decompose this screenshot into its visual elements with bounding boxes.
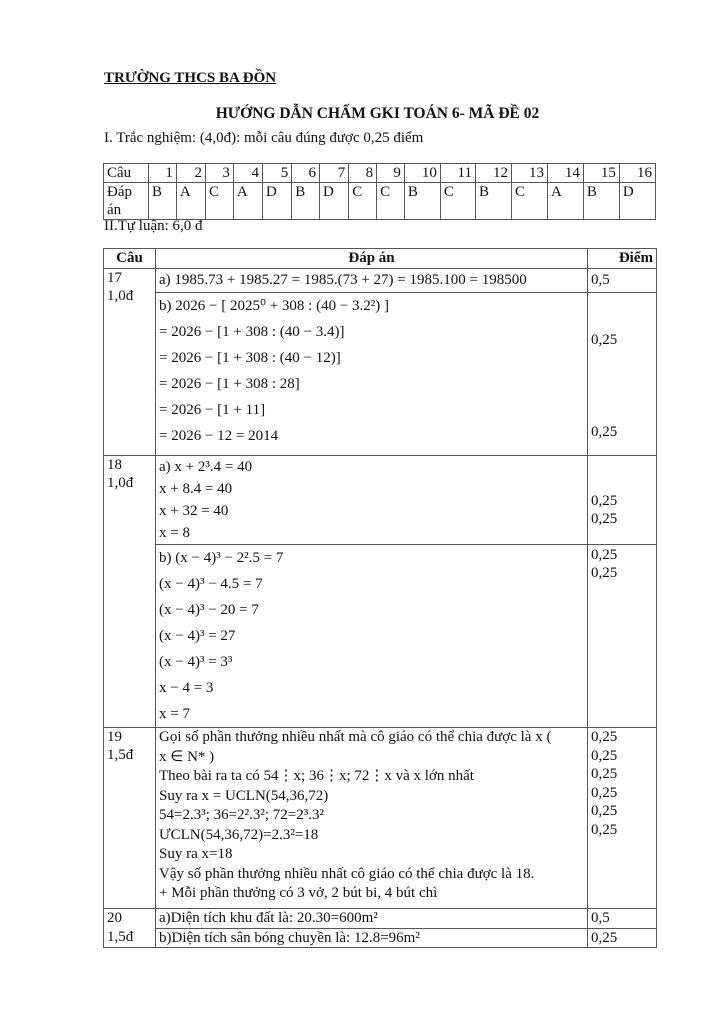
question-number: 13 [510, 163, 548, 183]
question-number: 5 [262, 163, 293, 183]
col-header-question: Câu [103, 248, 156, 269]
answer-choice: B [148, 182, 177, 220]
multiple-choice-table: Câu 1 2 3 4 5 6 7 8 9 10 11 12 13 14 15 16 Đáp án B A C A D B D… [103, 163, 657, 220]
answer-choice: A [546, 182, 584, 220]
q19-label: 19 1,5đ [103, 727, 156, 909]
answer-choice: C [376, 182, 405, 220]
q20-label: 20 1,5đ [103, 908, 156, 948]
answer-line: = 2026 − [1 + 308 : (40 − 12)] [159, 350, 341, 366]
question-number: 6 [291, 163, 321, 183]
q20b-score: 0,25 [587, 927, 657, 948]
score-line: 0,25 [591, 747, 618, 764]
answer-line: = 2026 − 12 = 2014 [159, 428, 279, 444]
answer-line: Suy ra x = UCLN(54,36,72) [159, 787, 329, 804]
question-number: 15 [582, 163, 620, 183]
score-line: 0,25 [591, 784, 618, 801]
answer-line: x ∈ N* ) [159, 748, 215, 765]
q17a-answer: a) 1985.73 + 1985.27 = 1985.(73 + 27) = … [155, 268, 588, 293]
score-line: 0,25 [591, 821, 618, 838]
essay-table: Câu Đáp án Điểm 17 1,0đ a) 1985.73 + 1985.2… [103, 248, 657, 948]
answer-line: Theo bài ra ta có 54⋮x; 36⋮x; 72⋮x và x … [159, 768, 474, 784]
question-number: 16 [618, 163, 657, 183]
part1-heading: I. Trắc nghiệm: (4,0đ): mỗi câu đúng đượ… [104, 130, 424, 146]
q20a-score: 0,5 [587, 908, 657, 929]
answer-line: b) 2026 − [ 2025⁰ + 308 : (40 − 3.2²) ] [159, 298, 390, 314]
question-number: 12 [474, 163, 512, 183]
answer-choice: C [439, 182, 476, 220]
q20a-answer: a)Diện tích khu đất là: 20.30=600m² [155, 908, 588, 929]
answer-choice: C [348, 182, 378, 220]
question-number: 4 [232, 163, 264, 183]
answer-line: = 2026 − [1 + 308 : 28] [159, 376, 300, 392]
question-number: 10 [403, 163, 441, 183]
question-number: 9 [376, 163, 405, 183]
question-number: 1 [148, 163, 177, 183]
q17-label: 17 1,0đ [103, 268, 156, 456]
q18b-answer: b) (x − 4)³ − 2².5 = 7 (x − 4)³ − 4.5 = 7… [155, 544, 588, 728]
q17a-score: 0,5 [587, 268, 657, 293]
answer-line: (x − 4)³ − 20 = 7 [159, 602, 259, 618]
answer-line: ƯCLN(54,36,72)=2.3²=18 [159, 826, 319, 843]
answer-choice: C [510, 182, 548, 220]
answer-line: b) (x − 4)³ − 2².5 = 7 [159, 550, 284, 566]
answer-line: (x − 4)³ − 4.5 = 7 [159, 576, 263, 592]
document-title: HƯỚNG DẪN CHẤM GKI TOÁN 6- MÃ ĐỀ 02 [215, 105, 540, 122]
answer-line: Gọi số phần thưởng nhiều nhất mà cô giáo… [159, 729, 552, 745]
q19-scores: 0,25 0,25 0,25 0,25 0,25 0,25 [587, 727, 657, 909]
answer-choice: B [403, 182, 441, 220]
answer-line: x = 8 [159, 525, 190, 541]
col-header-score: Điểm [587, 248, 657, 269]
row-label-question: Câu [103, 163, 149, 183]
answer-line: x + 32 = 40 [159, 503, 229, 519]
q17b-answer: b) 2026 − [ 2025⁰ + 308 : (40 − 3.2²) ] =… [155, 292, 588, 456]
answer-choice: A [232, 182, 264, 220]
q18b-scores: 0,25 0,25 [587, 544, 657, 728]
answer-choice: B [474, 182, 512, 220]
question-number: 3 [205, 163, 234, 183]
question-number: 14 [546, 163, 584, 183]
answer-line: = 2026 − [1 + 308 : (40 − 3.4)] [159, 324, 345, 340]
part2-heading: II.Tự luận: 6,0 đ [104, 218, 203, 234]
answer-line: x − 4 = 3 [159, 680, 214, 696]
answer-choice: A [175, 182, 207, 220]
q17b-scores: 0,25 0,25 [587, 292, 657, 456]
answer-line: x = 7 [159, 706, 190, 722]
q18a-scores: 0,25 0,25 [587, 455, 657, 545]
answer-choice: C [205, 182, 234, 220]
answer-line: Vậy số phần thưởng nhiều nhất cô giáo có… [159, 865, 535, 882]
answer-line: x + 8.4 = 40 [159, 481, 233, 497]
question-number: 11 [439, 163, 476, 183]
col-header-answer: Đáp án [155, 248, 588, 269]
answer-choice: D [319, 182, 350, 220]
answer-line: + Mỗi phần thưởng có 3 vở, 2 bút bi, 4 b… [159, 885, 438, 901]
answer-choice: B [291, 182, 321, 220]
score-line: 0,25 [591, 766, 618, 782]
question-number: 2 [175, 163, 207, 183]
answer-line: 54=2.3³; 36=2².3²; 72=2³.3² [159, 807, 324, 823]
q20b-answer: b)Diện tích sân bóng chuyền là: 12.8=96m… [155, 927, 588, 948]
answer-choice: D [618, 182, 657, 220]
question-number: 8 [348, 163, 378, 183]
answer-line: (x − 4)³ = 3³ [159, 654, 233, 670]
answer-line: Suy ra x=18 [159, 846, 233, 862]
q18a-answer: a) x + 2³.4 = 40 x + 8.4 = 40 x + 32 = 40 x… [155, 455, 588, 545]
answer-line: (x − 4)³ = 27 [159, 628, 236, 644]
q18-label: 18 1,0đ [103, 455, 156, 728]
answer-line: = 2026 − [1 + 11] [159, 402, 266, 418]
school-name: TRƯỜNG THCS BA ĐỒN [104, 70, 277, 86]
answer-choice: B [582, 182, 620, 220]
answer-choice: D [262, 182, 293, 220]
answer-line: a) x + 2³.4 = 40 [159, 459, 253, 475]
row-label-answer: Đáp án [103, 182, 149, 220]
question-number: 7 [319, 163, 350, 183]
score-line: 0,25 [591, 803, 618, 819]
q19-answer: Gọi số phần thưởng nhiều nhất mà cô giáo… [155, 727, 588, 909]
score-line: 0,25 [591, 729, 618, 745]
